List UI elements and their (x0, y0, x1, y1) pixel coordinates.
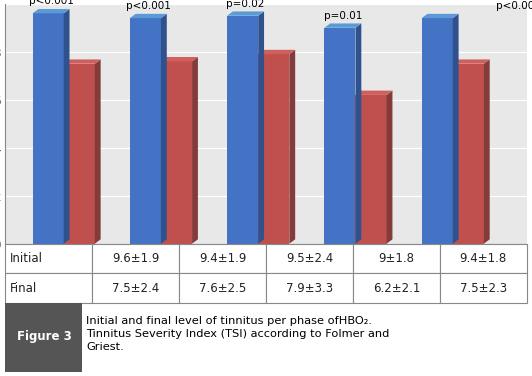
Polygon shape (95, 59, 101, 244)
Polygon shape (355, 91, 393, 95)
Polygon shape (130, 14, 167, 18)
Polygon shape (453, 64, 484, 244)
Polygon shape (161, 61, 192, 244)
Polygon shape (64, 59, 101, 64)
Polygon shape (32, 14, 64, 244)
Polygon shape (161, 57, 198, 61)
Text: p<0.001: p<0.001 (126, 1, 171, 11)
Polygon shape (64, 64, 95, 244)
Polygon shape (130, 18, 161, 244)
Text: Initial and final level of tinnitus per phase ofHBO₂.
Tinnitus Severity Index (T: Initial and final level of tinnitus per … (86, 317, 389, 352)
Polygon shape (289, 50, 295, 244)
Text: p<0.001: p<0.001 (29, 0, 73, 6)
Polygon shape (355, 95, 387, 244)
Polygon shape (453, 14, 459, 244)
Polygon shape (227, 16, 258, 244)
Polygon shape (161, 14, 167, 244)
Polygon shape (258, 11, 264, 244)
Polygon shape (453, 59, 490, 64)
Polygon shape (227, 11, 264, 16)
Polygon shape (484, 59, 490, 244)
Polygon shape (387, 91, 393, 244)
FancyBboxPatch shape (5, 303, 82, 372)
Polygon shape (192, 57, 198, 244)
Polygon shape (258, 50, 295, 54)
Polygon shape (258, 54, 289, 244)
Text: p=0.02: p=0.02 (227, 0, 265, 9)
Text: p=0.01: p=0.01 (323, 11, 362, 21)
Polygon shape (325, 28, 355, 244)
Text: p<0.001: p<0.001 (495, 2, 532, 11)
Polygon shape (325, 23, 361, 28)
Polygon shape (422, 14, 459, 18)
Polygon shape (32, 9, 70, 14)
Polygon shape (64, 9, 70, 244)
Polygon shape (422, 18, 453, 244)
Text: Figure 3: Figure 3 (16, 330, 71, 343)
Polygon shape (355, 23, 361, 244)
